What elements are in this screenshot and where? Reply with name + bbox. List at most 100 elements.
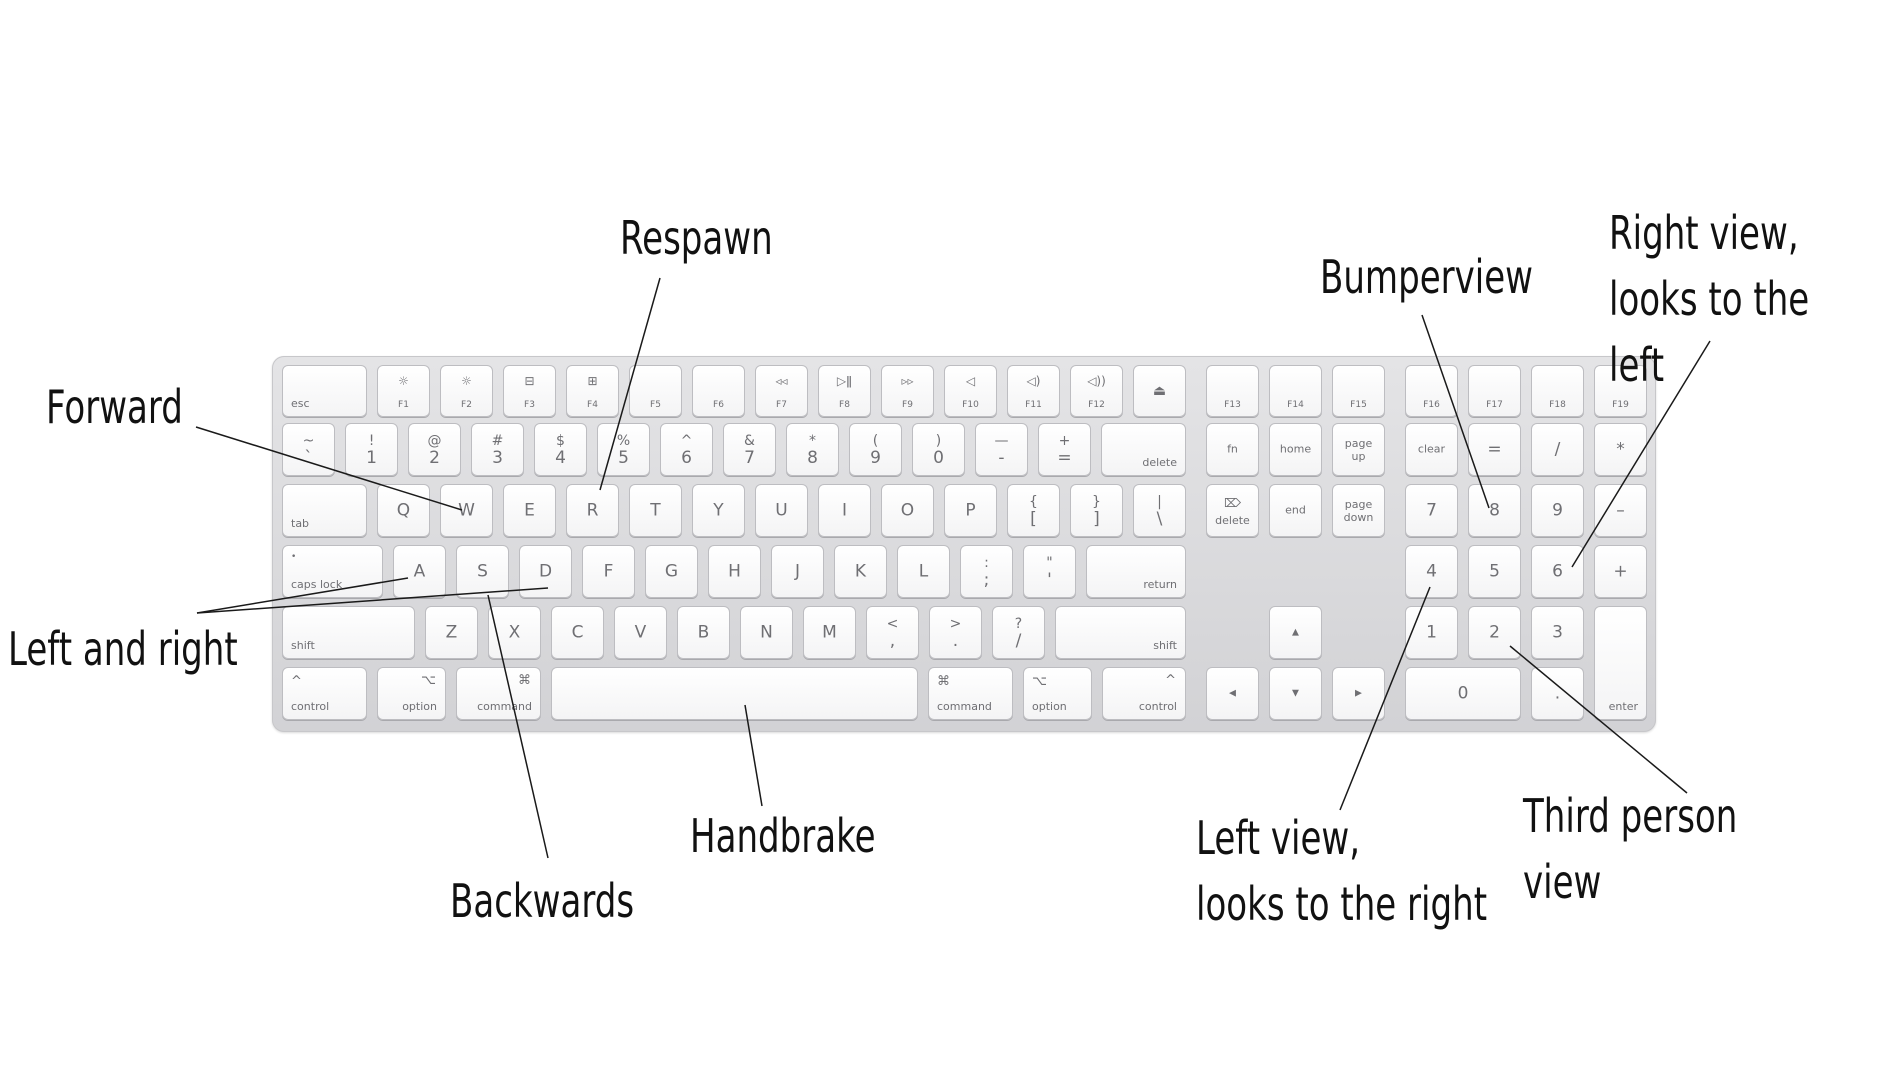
key-w: W <box>440 484 493 537</box>
key-quote-bottom: ' <box>1047 570 1052 590</box>
key-slash: ? / <box>992 606 1045 659</box>
key-numpad-multiply-label: * <box>1616 439 1625 459</box>
key-f6: F6 <box>692 365 745 417</box>
key-2-top: @ <box>427 433 442 449</box>
key-5-top: % <box>616 433 631 449</box>
key-a-label: A <box>413 561 426 581</box>
key-backtick-bottom: ` <box>304 448 313 468</box>
key-f6-label: F6 <box>713 400 724 410</box>
key-numpad-4-label: 4 <box>1426 561 1437 581</box>
key-0: ) 0 <box>912 423 965 476</box>
key-8-top: * <box>809 433 816 449</box>
caps-lock-indicator-icon: • <box>291 552 297 562</box>
key-1-top: ! <box>368 433 375 449</box>
key-page-up: page up <box>1332 423 1385 476</box>
key-backslash: | \ <box>1133 484 1186 537</box>
key-numpad-6-label: 6 <box>1552 561 1563 581</box>
key-left-shift-label: shift <box>291 639 315 652</box>
key-6: ^ 6 <box>660 423 713 476</box>
key-tab: tab <box>282 484 367 537</box>
key-f7-label: F7 <box>776 400 787 410</box>
key-n-label: N <box>760 622 773 642</box>
key-q-label: Q <box>396 500 411 520</box>
key-f13-label: F13 <box>1224 400 1241 410</box>
key-p-label: P <box>965 500 976 520</box>
key-backtick: ~ ` <box>282 423 335 476</box>
key-tab-label: tab <box>291 517 310 530</box>
key-slash-top: ? <box>1014 616 1023 632</box>
key-right-option-label: option <box>1032 700 1067 713</box>
key-semicolon-top: : <box>984 555 989 571</box>
key-2: @ 2 <box>408 423 461 476</box>
command-icon: ⌘ <box>937 674 950 689</box>
key-comma: < , <box>866 606 919 659</box>
key-r-label: R <box>586 500 599 520</box>
key-delete-label: delete <box>1142 456 1177 469</box>
key-f17-label: F17 <box>1486 400 1503 410</box>
key-space <box>551 667 918 720</box>
key-3: # 3 <box>471 423 524 476</box>
key-period: > . <box>929 606 982 659</box>
key-l-label: L <box>918 561 929 581</box>
key-page-up-label: page up <box>1344 436 1373 463</box>
mission-control-icon: ⊟ <box>524 374 535 388</box>
key-z: Z <box>425 606 478 659</box>
volume-up-icon: ◁)) <box>1087 374 1106 388</box>
fast-forward-icon: ▹▹ <box>901 374 914 388</box>
key-c-label: C <box>571 622 584 642</box>
key-numpad-0: 0 <box>1405 667 1521 720</box>
key-6-top: ^ <box>680 433 693 449</box>
key-u: U <box>755 484 808 537</box>
key-0-bottom: 0 <box>933 448 944 468</box>
key-arrow-up: ▲ <box>1269 606 1322 659</box>
key-j: J <box>771 545 824 598</box>
key-quote-top: " <box>1046 555 1053 571</box>
key-9-top: ( <box>872 433 879 449</box>
key-numpad-plus-label: + <box>1613 561 1628 581</box>
key-minus: — - <box>975 423 1028 476</box>
key-o-label: O <box>900 500 915 520</box>
key-r: R <box>566 484 619 537</box>
key-5-bottom: 5 <box>618 448 629 468</box>
key-d: D <box>519 545 572 598</box>
key-f13: F13 <box>1206 365 1259 417</box>
key-semicolon: : ; <box>960 545 1013 598</box>
key-1: ! 1 <box>345 423 398 476</box>
key-arrow-left: ◀ <box>1206 667 1259 720</box>
key-f19-label: F19 <box>1612 400 1629 410</box>
key-t-label: T <box>650 500 661 520</box>
key-numpad-2: 2 <box>1468 606 1521 659</box>
key-forward-delete: ⌦ delete <box>1206 484 1259 537</box>
option-icon: ⌥ <box>1032 674 1047 689</box>
key-forward-delete-label: delete <box>1215 514 1250 528</box>
key-backtick-top: ~ <box>302 433 315 449</box>
key-page-down: page down <box>1332 484 1385 537</box>
key-f1-label: F1 <box>398 400 409 410</box>
key-numpad-equals: = <box>1468 423 1521 476</box>
key-x-label: X <box>508 622 521 642</box>
key-numpad-equals-label: = <box>1487 439 1502 459</box>
key-o: O <box>881 484 934 537</box>
key-equals-top: + <box>1058 433 1071 449</box>
key-numpad-9-label: 9 <box>1552 500 1563 520</box>
key-f8-label: F8 <box>839 400 850 410</box>
label-backwards: Backwards <box>450 874 635 928</box>
key-right-command-label: command <box>937 700 992 713</box>
key-numpad-3-label: 3 <box>1552 622 1563 642</box>
key-f10-label: F10 <box>962 400 979 410</box>
key-z-label: Z <box>445 622 458 642</box>
key-equals: + = <box>1038 423 1091 476</box>
key-f17: F17 <box>1468 365 1521 417</box>
key-right-control: ^ control <box>1102 667 1186 720</box>
key-end: end <box>1269 484 1322 537</box>
key-f4-label: F4 <box>587 400 598 410</box>
rewind-icon: ◃◃ <box>775 374 788 388</box>
key-8: * 8 <box>786 423 839 476</box>
key-f4: ⊞ F4 <box>566 365 619 417</box>
key-f2-label: F2 <box>461 400 472 410</box>
key-f18: F18 <box>1531 365 1584 417</box>
label-handbrake: Handbrake <box>690 809 876 863</box>
key-right-bracket-bottom: ] <box>1093 509 1100 529</box>
key-minus-top: — <box>994 433 1009 449</box>
